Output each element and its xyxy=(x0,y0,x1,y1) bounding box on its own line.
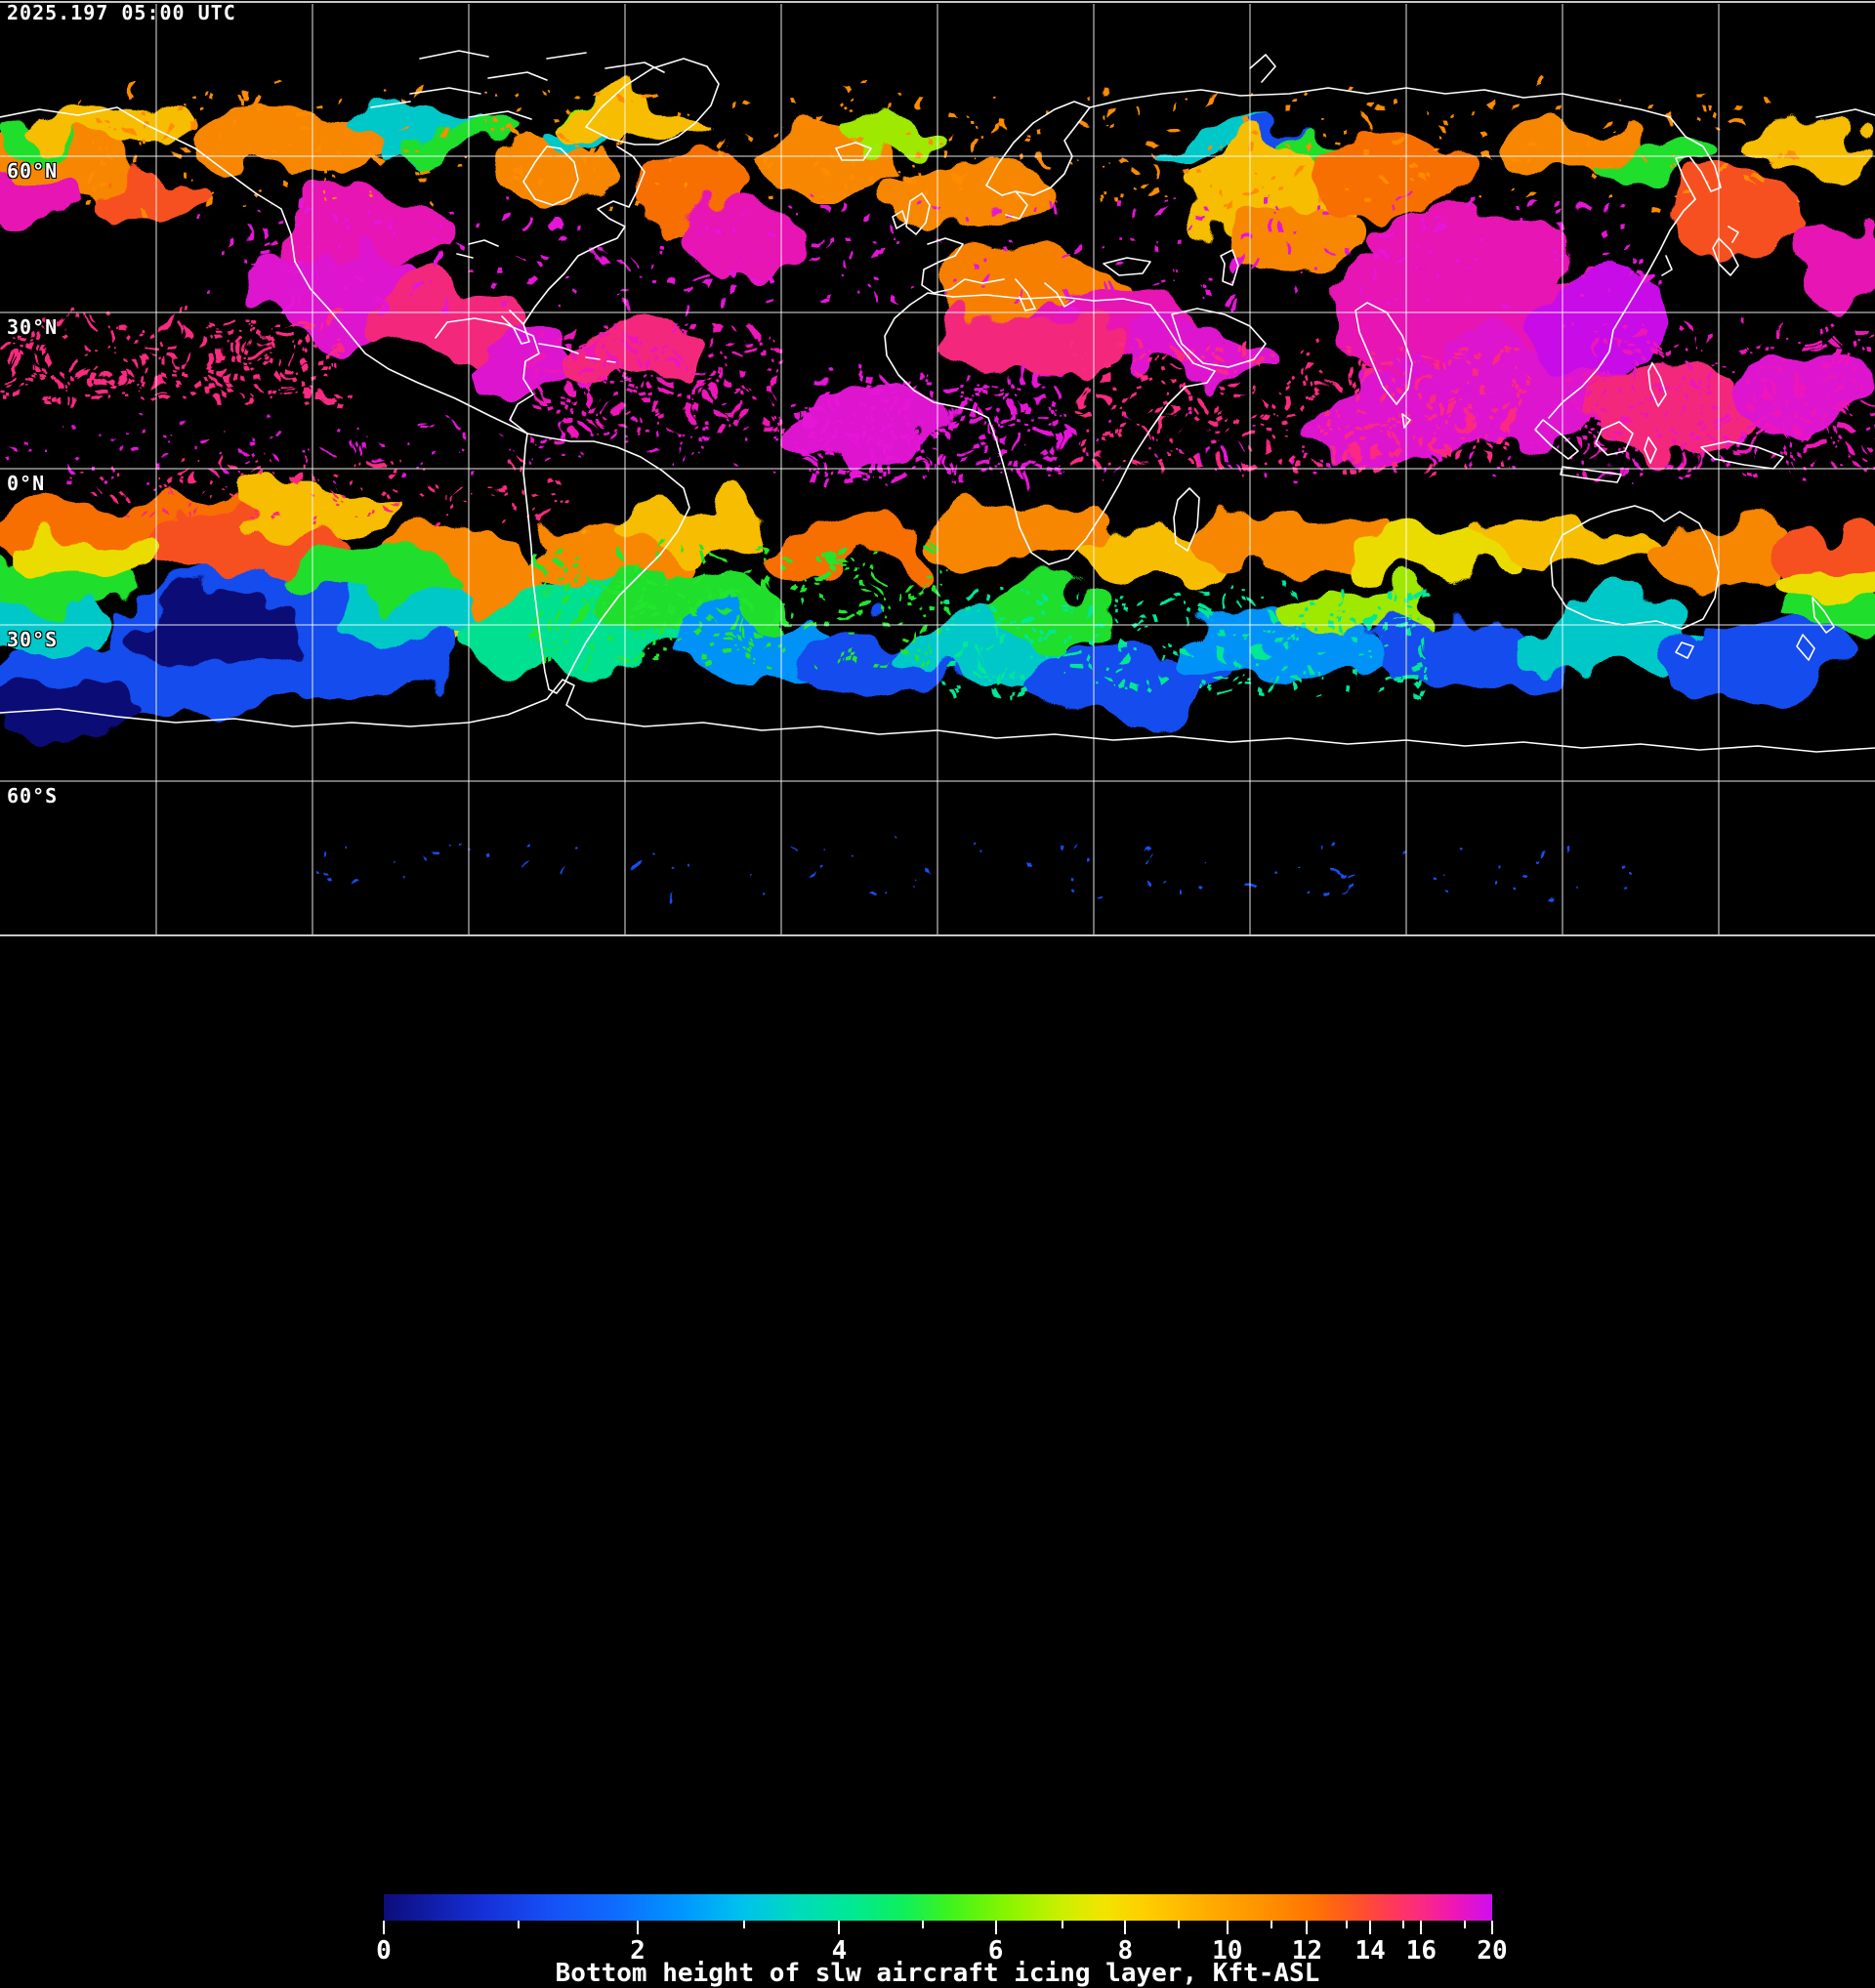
latitude-label: 0°N xyxy=(7,472,45,495)
colorbar-caption: Bottom height of slw aircraft icing laye… xyxy=(0,1959,1875,1988)
world-map: 2025.197 05:00 UTC 60°N 30°N 0°N 30°S 60°S xyxy=(0,0,1875,937)
latitude-label: 30°S xyxy=(7,628,58,651)
colorbar-major-tick xyxy=(637,1921,639,1934)
colorbar-minor-tick xyxy=(1402,1921,1404,1928)
colorbar-minor-tick xyxy=(518,1921,520,1928)
colorbar-minor-tick xyxy=(743,1921,745,1928)
colorbar-major-tick xyxy=(1491,1921,1493,1934)
timestamp-label: 2025.197 05:00 UTC xyxy=(7,1,236,24)
latitude-label: 30°N xyxy=(7,315,58,339)
colorbar-major-tick xyxy=(1420,1921,1422,1934)
colorbar-major-tick xyxy=(1306,1921,1308,1934)
slw-icing-product-image: { "header": { "timestamp": "2025.197 05:… xyxy=(0,0,1875,1055)
colorbar-minor-tick xyxy=(922,1921,924,1928)
colorbar-minor-tick xyxy=(1062,1921,1063,1928)
colorbar-major-tick xyxy=(383,1921,385,1934)
colorbar-major-tick xyxy=(995,1921,997,1934)
colorbar-minor-tick xyxy=(1178,1921,1180,1928)
colorbar-major-tick xyxy=(1124,1921,1126,1934)
colorbar-major-tick xyxy=(1227,1921,1229,1934)
world-map-canvas xyxy=(0,0,1875,937)
colorbar-major-tick xyxy=(838,1921,840,1934)
latitude-label: 60°S xyxy=(7,784,58,808)
colorbar-minor-tick xyxy=(1464,1921,1466,1928)
colorbar-minor-tick xyxy=(1271,1921,1272,1928)
latitude-label: 60°N xyxy=(7,159,58,183)
colorbar-gradient xyxy=(384,1894,1492,1921)
colorbar-major-tick xyxy=(1369,1921,1371,1934)
colorbar-minor-tick xyxy=(1346,1921,1348,1928)
